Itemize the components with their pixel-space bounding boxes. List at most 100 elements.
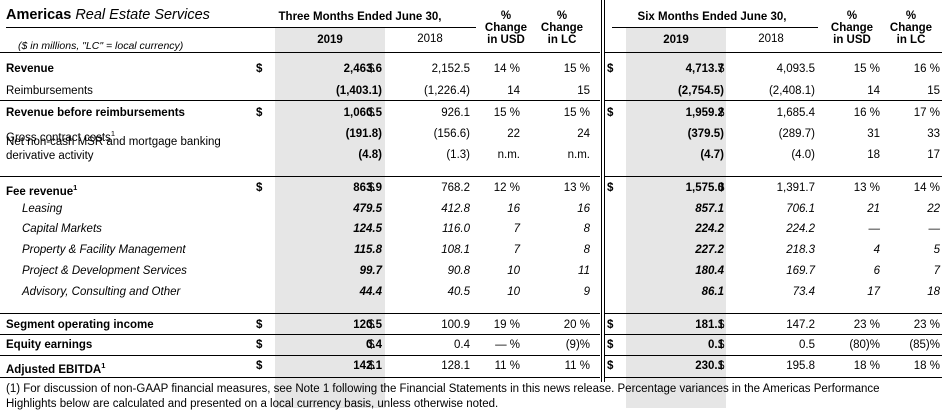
cell-h2018: 1,391.7 <box>776 182 815 194</box>
cell-q2019: (191.8) <box>345 128 382 140</box>
dollar-sign: $ <box>718 319 725 331</box>
cell-qusd: 10 <box>507 265 520 277</box>
row-label: Capital Markets <box>22 223 102 235</box>
cell-qlc: 13 % <box>563 182 590 194</box>
rule-top-left <box>6 27 250 28</box>
cell-h2019: 224.2 <box>695 223 724 235</box>
cell-h2018: (2,408.1) <box>768 85 815 97</box>
row-label: Segment operating income <box>6 319 154 331</box>
cell-qlc: 8 <box>583 244 590 256</box>
dollar-sign: $ <box>368 63 375 75</box>
dollar-sign: $ <box>256 63 263 75</box>
row-rule <box>0 100 600 101</box>
cell-q2018: 116.0 <box>442 223 470 235</box>
cell-qlc: 8 <box>583 223 590 235</box>
row-rule <box>0 355 600 356</box>
cell-h2019: 0.1 <box>708 339 724 351</box>
cell-h2019: 230.1 <box>695 360 724 372</box>
row-rule <box>0 334 600 335</box>
h2019-column-shade <box>626 28 726 408</box>
cell-qlc: 20 % <box>563 319 590 331</box>
cell-hlc: 22 <box>927 203 940 215</box>
cell-husd: 13 % <box>853 182 880 194</box>
cell-qlc: 15 <box>577 85 590 97</box>
dollar-sign: $ <box>718 63 725 75</box>
q-change-usd-header: % Change in USD <box>484 10 528 46</box>
h-change-lc-header: % Change in LC <box>889 10 933 46</box>
cell-h2019: 86.1 <box>701 286 724 298</box>
cell-q2018: 108.1 <box>441 244 470 256</box>
cell-qusd: 22 <box>507 128 520 140</box>
dollar-sign: $ <box>607 360 614 372</box>
cell-q2019: 863.9 <box>353 182 382 194</box>
dollar-sign: $ <box>368 319 375 331</box>
cell-qusd: 7 <box>513 244 520 256</box>
cell-husd: 6 <box>873 265 880 277</box>
cell-husd: 18 <box>867 149 880 161</box>
page-title: Americas Real Estate Services <box>6 6 210 24</box>
dollar-sign: $ <box>607 319 614 331</box>
cell-husd: 4 <box>873 244 880 256</box>
row-rule <box>604 377 942 378</box>
dollar-sign: $ <box>368 360 375 372</box>
dollar-sign: $ <box>256 360 263 372</box>
row-label: Project & Development Services <box>22 265 187 277</box>
cell-h2018: (289.7) <box>778 128 815 140</box>
cell-h2018: 218.3 <box>786 244 815 256</box>
dollar-sign: $ <box>607 107 614 119</box>
cell-q2019: 0.4 <box>366 339 382 351</box>
dollar-sign: $ <box>256 319 263 331</box>
cell-q2019: 115.8 <box>354 244 382 256</box>
dollar-sign: $ <box>718 360 725 372</box>
cell-hlc: 18 % <box>913 360 940 372</box>
cell-hlc: 33 <box>927 128 940 140</box>
cell-h2018: 195.8 <box>786 360 815 372</box>
cell-husd: 21 <box>867 203 880 215</box>
cell-hlc: 18 <box>927 286 940 298</box>
cell-q2019: 142.1 <box>353 360 382 372</box>
q-year-2019: 2019 <box>317 34 343 46</box>
cell-husd: 15 % <box>853 63 880 75</box>
cell-h2018: (4.0) <box>791 149 815 161</box>
cell-q2018: 768.2 <box>441 182 470 194</box>
cell-q2019: 44.4 <box>359 286 382 298</box>
h-year-2018: 2018 <box>758 33 784 45</box>
row-rule <box>604 100 942 101</box>
cell-q2018: 412.8 <box>441 203 470 215</box>
dollar-sign: $ <box>256 339 263 351</box>
cell-h2018: 169.7 <box>786 265 815 277</box>
cell-h2019: 227.2 <box>695 244 724 256</box>
title-bold: Americas <box>6 7 72 23</box>
rule-header-bottom-right <box>604 52 942 53</box>
rule-top-q <box>250 27 476 28</box>
row-rule <box>604 334 942 335</box>
q-change-lc-header: % Change in LC <box>540 10 584 46</box>
cell-husd: 31 <box>867 128 880 140</box>
cell-q2018: 926.1 <box>441 107 470 119</box>
cell-hlc: 17 <box>927 149 940 161</box>
cell-q2019: 124.5 <box>353 223 382 235</box>
cell-q2018: (156.6) <box>433 128 470 140</box>
cell-qusd: 15 % <box>493 107 520 119</box>
cell-q2018: 128.1 <box>441 360 470 372</box>
cell-qusd: 10 <box>507 286 520 298</box>
cell-q2018: 2,152.5 <box>431 63 470 75</box>
cell-qusd: 11 % <box>494 360 520 372</box>
cell-h2019: 181.1 <box>695 319 724 331</box>
dollar-sign: $ <box>607 182 614 194</box>
cell-husd: 17 <box>867 286 880 298</box>
cell-qusd: n.m. <box>497 149 520 161</box>
dollar-sign: $ <box>256 107 263 119</box>
row-label: Reimbursements <box>6 85 93 97</box>
h-year-2019: 2019 <box>663 34 689 46</box>
row-label: Property & Facility Management <box>22 244 186 256</box>
cell-h2018: 73.4 <box>792 286 815 298</box>
rule-header-bottom-left <box>0 52 600 53</box>
dollar-sign: $ <box>607 63 614 75</box>
cell-hlc: — <box>928 223 941 235</box>
dollar-sign: $ <box>368 107 375 119</box>
cell-husd: (80)% <box>849 339 880 351</box>
cell-q2018: (1.3) <box>446 149 470 161</box>
cell-hlc: 16 % <box>913 63 940 75</box>
row-rule <box>604 355 942 356</box>
